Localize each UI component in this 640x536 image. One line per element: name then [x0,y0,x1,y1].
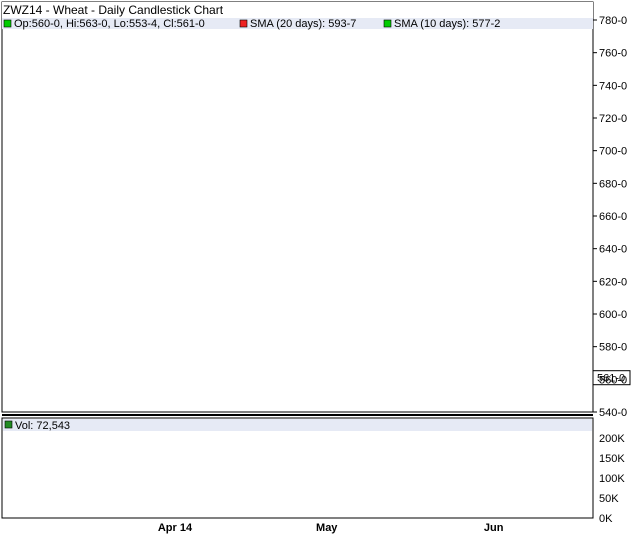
price-tick-label: 600-0 [599,309,627,321]
volume-tick-label: 150K [599,453,625,465]
price-tick-label: 700-0 [599,146,627,158]
price-tick-label: 540-0 [599,407,627,419]
price-tick-label: 580-0 [599,342,627,354]
price-tick-label: 560-0 [599,374,627,386]
sma20-legend-swatch [239,19,248,28]
volume-legend-text: Vol: 72,543 [15,420,70,432]
x-tick-label: Apr 14 [158,522,193,534]
ohlc-legend-text: Op:560-0, Hi:563-0, Lo:553-4, Cl:561-0 [14,18,205,30]
last-price-box [592,370,631,386]
volume-tick-label: 0K [599,513,613,525]
last-price-label: 561-0 [597,373,625,385]
volume-legend-bg [3,419,592,431]
sma20-legend-text: SMA (20 days): 593-7 [250,18,356,30]
price-tick-label: 660-0 [599,211,627,223]
x-tick-label: May [316,522,338,534]
title-bar-bg [2,2,593,18]
sma10-legend-swatch [383,19,392,28]
x-tick-label: Jun [484,522,504,534]
sma10-legend-text: SMA (10 days): 577-2 [394,18,500,30]
volume-tick-label: 200K [599,433,625,445]
price-tick-label: 640-0 [599,244,627,256]
price-tick-label: 740-0 [599,80,627,92]
ohlc-legend-swatch [3,19,12,28]
price-tick-label: 720-0 [599,113,627,125]
legend-bar-bg [2,18,593,29]
price-tick-label: 780-0 [599,15,627,27]
price-panel-frame [1,1,594,413]
price-tick-label: 620-0 [599,276,627,288]
chart-title: ZWZ14 - Wheat - Daily Candlestick Chart [3,3,224,17]
volume-legend-swatch [4,420,13,429]
volume-panel-frame [1,417,594,519]
price-tick-label: 760-0 [599,48,627,60]
price-tick-label: 680-0 [599,178,627,190]
volume-tick-label: 100K [599,473,625,485]
axes-group [1,1,631,519]
labels-group: 540-0 560-0 580-0 600-0 620-0 640-0 660-0 680-0… [3,3,627,534]
volume-tick-label: 50K [599,493,619,505]
